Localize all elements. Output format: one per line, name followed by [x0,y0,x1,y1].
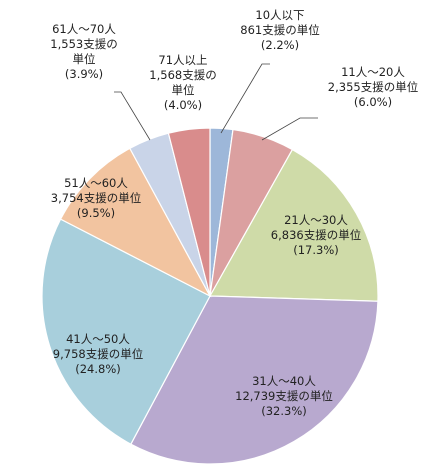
slice-label-line: (9.5%) [77,206,115,220]
slice-label: 21人～30人 6,836支援の単位(17.3%) [271,213,361,257]
slice-label-line: 861支援の単位 [240,23,319,37]
pie-slice [208,148,379,302]
slice-label-line: 2,355支援の単位 [328,80,418,94]
slice-label-line: 71人以上 [158,53,207,67]
slice-label-line: (17.3%) [293,243,339,257]
pie-slice [41,218,211,445]
slice-label-line: 9,758支援の単位 [53,347,143,361]
pie-slice [59,147,212,298]
slice-label-line: 11人～20人 [341,65,405,79]
slice-label-line: (4.0%) [164,98,202,112]
slice-label-line: 1,553支援の [50,37,117,51]
slice-label-line: 61人～70人 [52,22,116,36]
slice-label-line: 単位 [172,83,195,97]
leader-line [114,91,151,141]
slice-label-line: 6,836支援の単位 [271,228,361,242]
slice-label-line: 1,568支援の [149,68,216,82]
leader-line [261,117,318,141]
slice-label: 10人以下 861支援の単位(2.2%) [240,8,319,52]
slice-label: 61人～70人 1,553支援の単位(3.9%) [50,22,117,81]
slice-label-line: 31人～40人 [252,374,316,388]
slice-label-line: 単位 [73,52,96,66]
slice-label: 41人～50人 9,758支援の単位(24.8%) [53,332,143,376]
slice-label-line: (3.9%) [65,67,103,81]
slice-label: 51人～60人 3,754支援の単位(9.5%) [51,176,141,220]
slice-label-line: (6.0%) [354,95,392,109]
slice-label-line: 10人以下 [255,8,304,22]
leader-line [220,63,270,134]
pie-slices [41,127,379,465]
slice-label-line: 3,754支援の単位 [51,191,141,205]
slice-label-line: 51人～60人 [64,176,128,190]
slice-label-line: 12,739支援の単位 [235,389,333,403]
slice-label-line: 41人～50人 [66,332,130,346]
pie-slice [167,127,211,297]
leader-lines [114,63,318,141]
slice-label-line: (2.2%) [261,38,299,52]
slice-label: 11人～20人 2,355支援の単位(6.0%) [328,65,418,109]
pie-slice [130,295,379,465]
slice-label: 71人以上 1,568支援の単位(4.0%) [149,53,216,112]
slice-label-line: (24.8%) [75,362,121,376]
slice-label-line: 21人～30人 [284,213,348,227]
slice-label: 31人～40人 12,739支援の単位(32.3%) [235,374,333,418]
slice-labels: 10人以下 861支援の単位(2.2%)11人～20人 2,355支援の単位(6.0… [50,8,418,418]
slice-label-line: (32.3%) [261,404,307,418]
